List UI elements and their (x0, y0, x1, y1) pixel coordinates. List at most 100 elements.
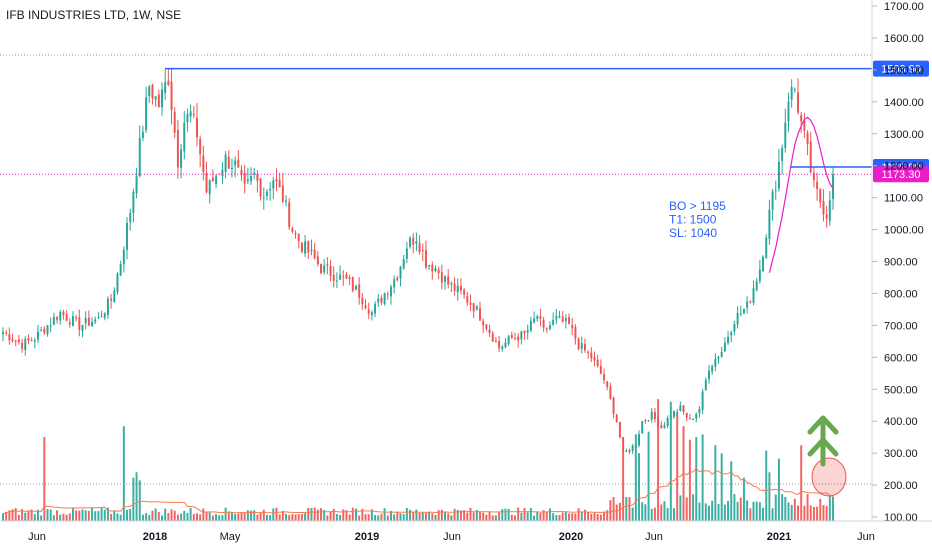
level-badge (873, 60, 929, 77)
volume-bar (227, 511, 230, 521)
x-tick-label: Jun (645, 531, 663, 543)
volume-ma-line (2, 467, 834, 515)
volume-bar (475, 509, 478, 521)
candle (542, 316, 545, 332)
candle (526, 324, 529, 340)
candle (599, 359, 602, 375)
candle (698, 406, 701, 418)
candle (205, 161, 208, 194)
volume-bar (342, 509, 345, 521)
volume-bar (256, 514, 259, 521)
volume-bar (822, 505, 825, 521)
volume-bar (526, 512, 529, 521)
candle (199, 135, 202, 168)
volume-bar (456, 510, 459, 521)
volume-bar (491, 515, 494, 521)
x-tick-label: May (220, 531, 241, 543)
candle (529, 316, 532, 333)
candle (154, 96, 157, 107)
volume-bar (116, 513, 119, 521)
candle (501, 344, 504, 352)
volume-bar (164, 508, 167, 521)
volume-bar (539, 513, 542, 521)
volume-bar (361, 508, 364, 521)
volume-bar (488, 511, 491, 521)
candle (660, 421, 663, 429)
volume-bar (469, 507, 472, 521)
volume-bar (230, 512, 233, 521)
volume-bar (78, 510, 81, 521)
candle (36, 324, 39, 343)
volume-bar (183, 510, 186, 521)
volume-bar (202, 508, 205, 521)
candle (186, 108, 189, 132)
candle (475, 304, 478, 311)
candle (787, 92, 790, 132)
volume-bar (380, 513, 383, 521)
volume-bar (727, 500, 730, 521)
candle (781, 144, 784, 175)
volume-bar (65, 514, 68, 521)
volume-bar (593, 512, 596, 521)
candle (701, 388, 704, 415)
candle (253, 168, 256, 180)
annotation-line: T1: 1500 (669, 213, 717, 227)
candle (132, 188, 135, 223)
candle (593, 351, 596, 367)
volume-bar (692, 494, 695, 521)
volume-bar (548, 508, 551, 521)
volume-bar (323, 509, 326, 521)
candle (370, 310, 373, 321)
candle (84, 311, 87, 330)
candle (49, 317, 52, 333)
candle (176, 119, 179, 179)
candle (215, 174, 218, 188)
volume-bar (660, 504, 663, 521)
volume-bar (8, 510, 11, 521)
y-tick-label: 300.00 (884, 448, 918, 460)
volume-ma-layer (2, 467, 834, 515)
candle (355, 284, 357, 291)
volume-bar (189, 508, 192, 521)
volume-bar (59, 514, 62, 521)
volume-bar (402, 514, 405, 521)
volume-bar (33, 514, 36, 521)
candle (520, 330, 523, 345)
candle (653, 407, 656, 423)
volume-bar (310, 507, 313, 521)
candle (421, 243, 424, 262)
candle (106, 296, 109, 319)
candle (504, 338, 507, 349)
volume-bar (485, 514, 488, 521)
y-tick-label: 1600.00 (884, 33, 924, 45)
volume-bar (762, 507, 765, 521)
candle (389, 284, 392, 305)
candle (577, 337, 580, 351)
candle (402, 254, 405, 270)
volume-bar (180, 513, 183, 521)
volume-bar (56, 510, 59, 521)
candle (75, 315, 78, 322)
candle (297, 233, 300, 249)
volume-bar (421, 512, 424, 521)
candle (94, 316, 97, 324)
candle (342, 270, 345, 286)
volume-bar (431, 513, 434, 521)
volume-bar (828, 496, 831, 521)
volume-bar (612, 497, 615, 521)
candle (596, 354, 599, 368)
volume-bar (409, 509, 412, 521)
volume-bar (450, 515, 453, 521)
volume-bar (97, 511, 100, 521)
candle (434, 265, 437, 273)
candle (822, 189, 825, 222)
volume-bar (682, 426, 685, 521)
volume-bar (195, 513, 198, 521)
volume-bar (800, 445, 803, 521)
x-tick-label: Jun (857, 531, 875, 543)
volume-bar (240, 512, 243, 521)
volume-bar (332, 508, 335, 521)
volume-bar (501, 509, 504, 521)
candle (211, 169, 214, 182)
candle (377, 293, 380, 307)
